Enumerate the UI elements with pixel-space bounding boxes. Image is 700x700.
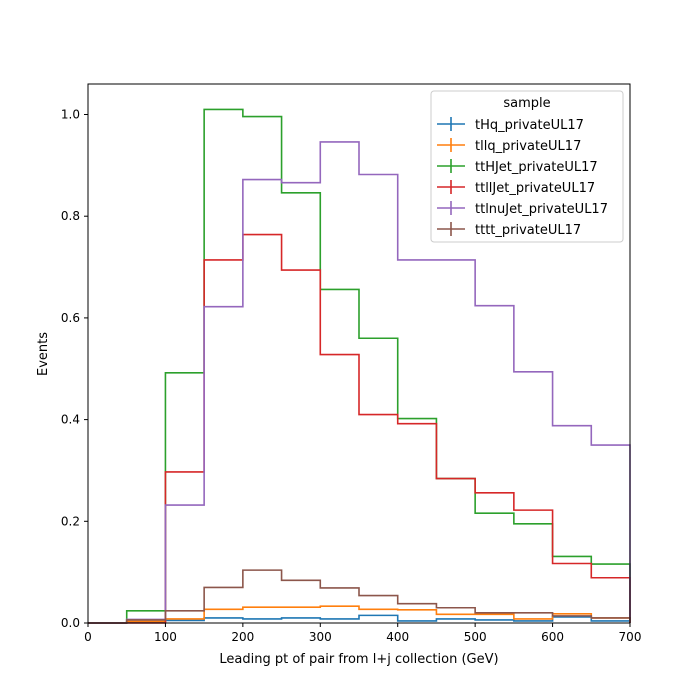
legend-item: ttlnuJet_privateUL17: [437, 201, 608, 217]
x-axis-label: Leading pt of pair from l+j collection (…: [219, 652, 498, 667]
legend: sample tHq_privateUL17 tllq_privateUL17tt…: [430, 90, 624, 243]
legend-title: sample: [503, 96, 550, 111]
x-tick-label: 700: [619, 630, 642, 644]
legend-item: tllq_privateUL17: [437, 138, 581, 154]
legend-label: ttHJet_privateUL17: [475, 160, 598, 175]
x-tick-label: 600: [541, 630, 564, 644]
x-tick-label: 300: [309, 630, 332, 644]
legend-label: tllq_privateUL17: [475, 139, 581, 154]
x-tick-label: 500: [464, 630, 487, 644]
legend-item: tHq_privateUL17: [437, 117, 584, 133]
y-tick-label: 0.0: [61, 616, 80, 630]
y-axis-label: Events: [36, 332, 51, 376]
x-tick-label: 200: [231, 630, 254, 644]
x-tick-label: 100: [154, 630, 177, 644]
x-tick-label: 400: [386, 630, 409, 644]
legend-item: tttt_privateUL17: [437, 222, 581, 238]
x-axis-ticks: 0 100 200 300 400 500 600 700: [84, 623, 641, 644]
series-tttt_privateUL17: [88, 569, 631, 624]
legend-label: ttlnuJet_privateUL17: [475, 202, 608, 217]
legend-items: tHq_privateUL17 tllq_privateUL17 ttHJet_pr…: [437, 117, 608, 238]
series-ttlnuJet_privateUL17: [88, 141, 631, 624]
x-tick-label: 0: [84, 630, 92, 644]
y-tick-label: 0.6: [61, 311, 80, 325]
legend-box: [430, 90, 624, 243]
legend-item: ttHJet_privateUL17: [437, 159, 598, 175]
y-tick-label: 0.2: [61, 514, 80, 528]
y-tick-label: 1.0: [61, 108, 80, 122]
plot-frame: [87, 83, 631, 624]
y-tick-label: 0.8: [61, 209, 80, 223]
legend-label: ttllJet_privateUL17: [475, 181, 595, 196]
series-layer: [88, 108, 631, 624]
legend-label: tttt_privateUL17: [475, 223, 581, 238]
legend-label: tHq_privateUL17: [475, 118, 584, 133]
y-axis-ticks: 0.0 0.2 0.4 0.6 0.8 1.0: [61, 108, 88, 630]
y-tick-label: 0.4: [61, 413, 80, 427]
legend-item: ttllJet_privateUL17: [437, 180, 595, 196]
